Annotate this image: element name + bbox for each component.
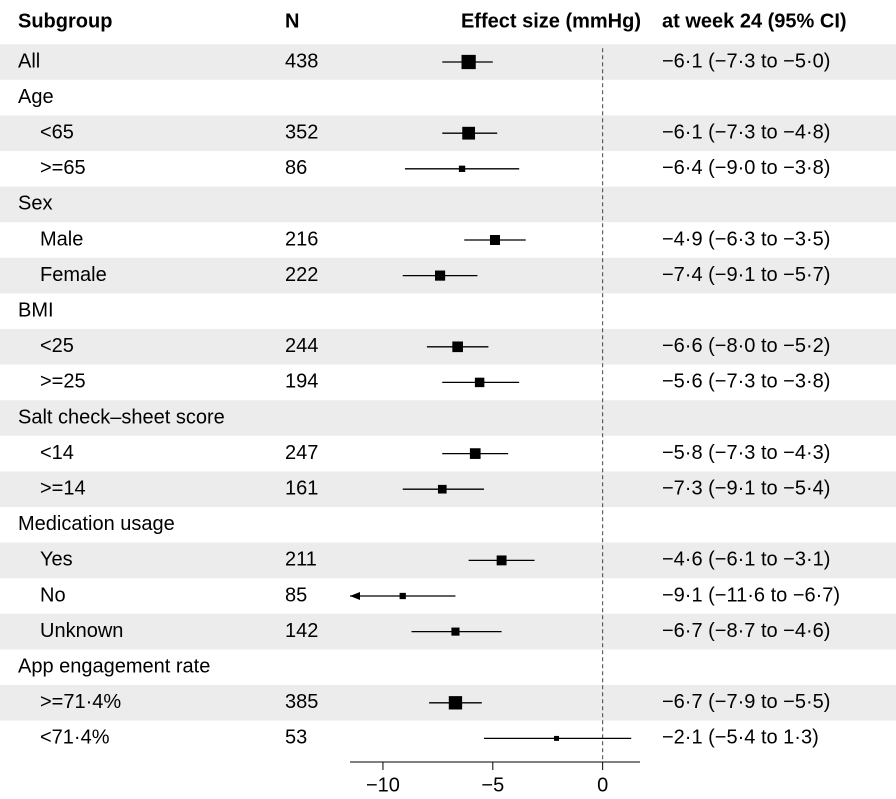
point-estimate — [490, 235, 500, 245]
column-header: Subgroup — [18, 10, 112, 32]
n-label: 385 — [285, 691, 318, 713]
point-estimate — [437, 484, 447, 494]
ci-label: −4·9 (−6·3 to −3·5) — [662, 228, 830, 250]
point-estimate — [451, 627, 460, 636]
point-estimate — [461, 54, 476, 70]
row-label: <71·4% — [40, 727, 110, 749]
n-label: 194 — [285, 371, 318, 393]
ci-label: −5·8 (−7·3 to −4·3) — [662, 442, 830, 464]
row-label: Yes — [40, 549, 73, 571]
ci-label: −6·1 (−7·3 to −5·0) — [662, 50, 830, 72]
row-band — [0, 186, 896, 223]
point-estimate — [458, 165, 466, 172]
row-label: Male — [40, 228, 83, 250]
n-label: 211 — [285, 549, 317, 571]
column-header: N — [285, 10, 299, 32]
row-label: Sex — [18, 193, 52, 215]
ci-label: −9·1 (−11·6 to −6·7) — [662, 584, 840, 606]
point-estimate — [399, 592, 406, 600]
row-label: Unknown — [40, 620, 123, 642]
row-label: BMI — [18, 299, 54, 321]
row-label: No — [40, 584, 66, 606]
point-estimate — [448, 696, 463, 710]
row-label: Female — [40, 264, 107, 286]
n-label: 216 — [285, 228, 318, 250]
x-tick-label: −10 — [366, 774, 400, 796]
ci-label: −4·6 (−6·1 to −3·1) — [662, 549, 830, 571]
point-estimate — [474, 377, 485, 388]
row-label: Age — [18, 86, 54, 108]
column-header: at week 24 (95% CI) — [662, 10, 847, 32]
n-label: 352 — [285, 121, 318, 143]
ci-label: −6·7 (−8·7 to −4·6) — [662, 620, 830, 642]
ci-label: −6·6 (−8·0 to −5·2) — [662, 335, 830, 357]
x-tick-label: −5 — [481, 774, 504, 796]
row-label: >=71·4% — [40, 691, 121, 713]
ci-label: −5·6 (−7·3 to −3·8) — [662, 371, 830, 393]
row-label: <25 — [40, 335, 74, 357]
n-label: 438 — [285, 50, 318, 72]
n-label: 142 — [285, 620, 318, 642]
row-label: >=14 — [40, 477, 86, 499]
row-label: Salt check–sheet score — [18, 406, 225, 428]
ci-label: −7·3 (−9·1 to −5·4) — [662, 477, 830, 499]
point-estimate — [554, 735, 559, 741]
n-label: 161 — [285, 477, 318, 499]
n-label: 247 — [285, 442, 318, 464]
row-band — [0, 400, 896, 436]
row-label: <14 — [40, 442, 74, 464]
column-header: Effect size (mmHg) — [461, 10, 641, 32]
row-label: App engagement rate — [18, 655, 210, 677]
ci-arrow — [350, 592, 360, 600]
row-label: <65 — [40, 121, 74, 143]
n-label: 53 — [285, 727, 307, 749]
point-estimate — [435, 270, 446, 281]
row-label: >=25 — [40, 371, 86, 393]
ci-label: −6·7 (−7·9 to −5·5) — [662, 691, 830, 713]
n-label: 86 — [285, 157, 307, 179]
point-estimate — [452, 341, 463, 353]
x-tick-label: 0 — [597, 774, 608, 796]
ci-label: −2·1 (−5·4 to 1·3) — [662, 727, 819, 749]
n-label: 244 — [285, 335, 318, 357]
point-estimate — [469, 448, 481, 459]
row-label: >=65 — [40, 157, 86, 179]
ci-label: −7·4 (−9·1 to −5·7) — [662, 264, 830, 286]
ci-label: −6·4 (−9·0 to −3·8) — [662, 157, 830, 179]
point-estimate — [462, 126, 476, 140]
n-label: 222 — [285, 264, 318, 286]
row-band — [0, 542, 896, 579]
row-label: Medication usage — [18, 513, 175, 535]
ci-label: −6·1 (−7·3 to −4·8) — [662, 121, 830, 143]
row-label: All — [18, 50, 40, 72]
point-estimate — [496, 555, 507, 566]
n-label: 85 — [285, 584, 307, 606]
